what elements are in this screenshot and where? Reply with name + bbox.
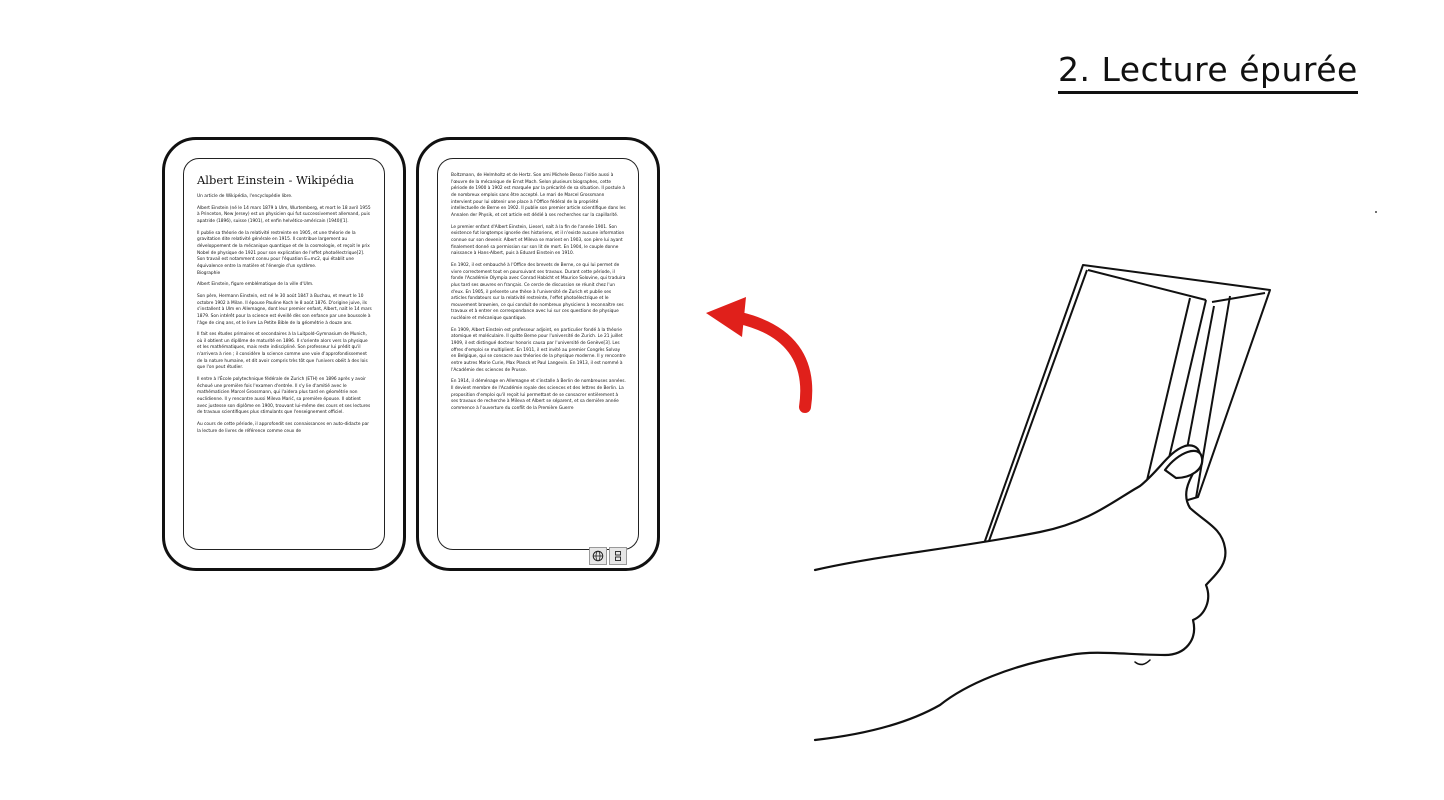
left-screen: Albert Einstein - Wikipédia Un article d…	[183, 158, 385, 550]
article-paragraph: Il entre à l'École polytechnique fédéral…	[197, 377, 371, 416]
article-paragraph: En 1914, il déménage en Allemagne et s'i…	[451, 379, 626, 411]
article-paragraph: En 1902, il est embauché à l'Office des …	[451, 262, 626, 322]
article-paragraph: Albert Einstein (né le 14 mars 1879 à Ul…	[197, 205, 371, 224]
article-paragraph: Au cours de cette période, il approfondi…	[197, 422, 369, 434]
section-heading: Biographie	[197, 270, 221, 276]
ereader-right-page: Boltzmann, de Helmholtz et de Hertz. Son…	[416, 137, 660, 571]
globe-button[interactable]	[589, 547, 607, 565]
globe-icon	[592, 550, 604, 562]
article-title: Albert Einstein - Wikipédia	[197, 173, 355, 187]
article-paragraph: Le premier enfant d'Albert Einstein, Lie…	[451, 224, 625, 257]
article-paragraph: Il publie sa théorie de la relativité re…	[197, 230, 370, 269]
article-paragraph: Il fait ses études primaires et secondai…	[197, 332, 368, 371]
article-paragraph: Un article de Wikipédia, l'encyclopédie …	[197, 194, 293, 199]
menu-button[interactable]	[609, 547, 627, 565]
speck-mark	[1375, 211, 1377, 213]
reader-dock	[589, 547, 627, 565]
ereader-left-page: Albert Einstein - Wikipédia Un article d…	[162, 137, 406, 571]
slide-title: 2. Lecture épurée	[1058, 50, 1358, 94]
article-paragraph: Boltzmann, de Helmholtz et de Hertz. Son…	[451, 173, 626, 218]
article-paragraph: En 1909, Albert Einstein est professeur …	[451, 327, 626, 373]
article-paragraph: Albert Einstein, figure emblématique de …	[197, 282, 314, 288]
curved-arrow-icon	[706, 297, 813, 413]
article-paragraph: Son père, Hermann Einstein, est né le 30…	[197, 293, 372, 326]
menu-icon	[615, 551, 621, 561]
hand-icon	[813, 444, 1227, 742]
right-screen: Boltzmann, de Helmholtz et de Hertz. Son…	[437, 158, 639, 550]
